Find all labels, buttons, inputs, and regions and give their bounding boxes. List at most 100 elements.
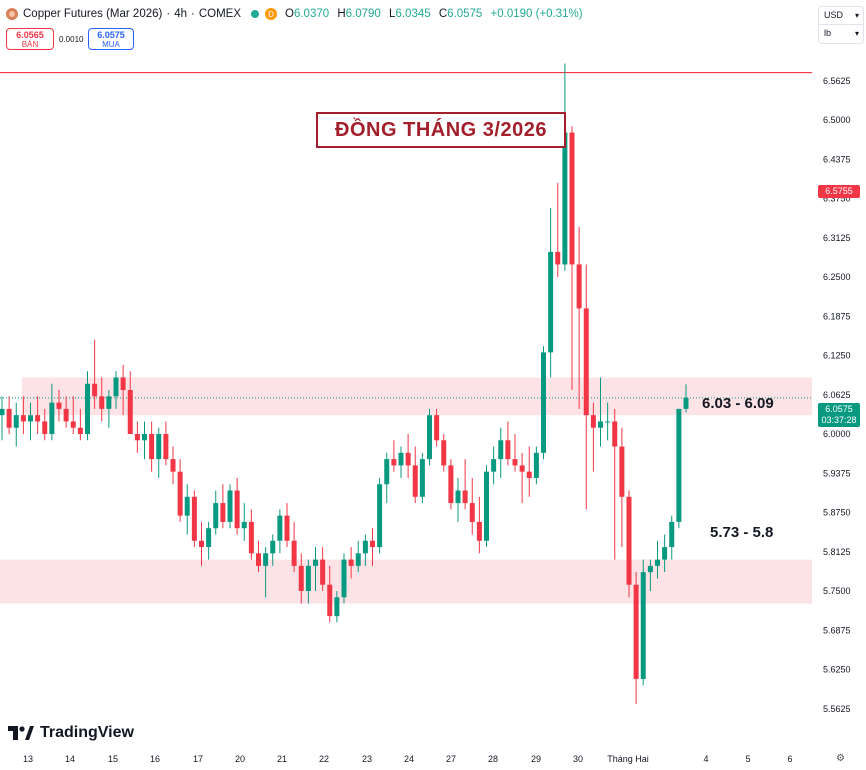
candle[interactable]: [491, 446, 497, 485]
candle[interactable]: [655, 540, 660, 579]
candle[interactable]: [156, 427, 162, 478]
candle[interactable]: [427, 408, 432, 466]
candle[interactable]: [0, 396, 5, 441]
candle[interactable]: [370, 528, 375, 566]
candle[interactable]: [49, 383, 55, 441]
candle[interactable]: [177, 459, 183, 522]
candle[interactable]: [220, 484, 226, 529]
settings-gear-icon[interactable]: ⚙: [836, 753, 845, 764]
candle[interactable]: [355, 540, 361, 573]
chart-annotation-title[interactable]: ĐỒNG THÁNG 3/2026: [316, 112, 566, 148]
candle[interactable]: [448, 459, 454, 510]
unit-select[interactable]: lb ▾: [819, 24, 863, 42]
interval-label[interactable]: 4h: [174, 8, 187, 20]
candle[interactable]: [63, 396, 69, 428]
candle[interactable]: [541, 346, 546, 460]
candle[interactable]: [77, 408, 83, 441]
candle[interactable]: [683, 384, 689, 413]
candle[interactable]: [270, 534, 276, 566]
candle[interactable]: [377, 477, 383, 554]
candle[interactable]: [284, 503, 290, 548]
candle[interactable]: [562, 63, 568, 271]
candle[interactable]: [163, 421, 169, 466]
candle[interactable]: [213, 490, 219, 535]
lower-zone-label[interactable]: 5.73 - 5.8: [710, 524, 774, 541]
candle[interactable]: [277, 509, 283, 554]
candle[interactable]: [92, 339, 98, 409]
candle[interactable]: [113, 371, 119, 409]
candle[interactable]: [263, 547, 269, 598]
candle[interactable]: [142, 421, 147, 460]
candle[interactable]: [206, 521, 212, 560]
candle[interactable]: [412, 446, 418, 504]
support-resistance-zone[interactable]: [0, 559, 812, 604]
candle[interactable]: [505, 421, 511, 466]
candle[interactable]: [348, 547, 354, 579]
candle[interactable]: [28, 402, 33, 441]
candle[interactable]: [405, 434, 411, 478]
candle[interactable]: [120, 364, 126, 416]
candle[interactable]: [20, 396, 26, 434]
candle[interactable]: [42, 408, 48, 441]
candle[interactable]: [469, 477, 475, 535]
candle[interactable]: [134, 421, 140, 453]
candle[interactable]: [555, 182, 561, 277]
candle[interactable]: [256, 540, 261, 573]
candle[interactable]: [199, 521, 204, 566]
candle[interactable]: [362, 534, 368, 566]
candle[interactable]: [391, 440, 397, 472]
currency-unit-selector[interactable]: USD ▾ lb ▾: [818, 6, 864, 44]
sell-button[interactable]: 6.0565 BÁN: [6, 28, 54, 50]
upper-zone-label[interactable]: 6.03 - 6.09: [702, 395, 774, 412]
candle[interactable]: [227, 484, 233, 529]
candle[interactable]: [434, 408, 440, 447]
candle[interactable]: [191, 490, 197, 548]
candle[interactable]: [291, 521, 297, 573]
candle[interactable]: [170, 446, 176, 485]
candle[interactable]: [70, 396, 76, 434]
candle[interactable]: [612, 408, 618, 560]
candle[interactable]: [669, 515, 675, 560]
candle[interactable]: [512, 434, 518, 472]
candle[interactable]: [626, 490, 632, 598]
candle[interactable]: [85, 371, 90, 441]
candle[interactable]: [533, 446, 539, 485]
delayed-data-badge-icon[interactable]: D: [265, 8, 277, 20]
candle[interactable]: [548, 207, 554, 378]
candle[interactable]: [334, 591, 340, 623]
candle[interactable]: [441, 434, 447, 472]
market-open-dot-icon[interactable]: [251, 10, 259, 18]
candle[interactable]: [498, 427, 504, 478]
candle[interactable]: [320, 547, 326, 591]
candle[interactable]: [583, 264, 589, 510]
candle[interactable]: [384, 452, 390, 504]
candle[interactable]: [569, 126, 575, 391]
candle[interactable]: [576, 226, 582, 409]
candle[interactable]: [419, 452, 425, 504]
candle[interactable]: [248, 509, 254, 560]
candle[interactable]: [647, 559, 653, 591]
candle[interactable]: [476, 496, 482, 554]
candle[interactable]: [455, 477, 461, 522]
candle[interactable]: [35, 396, 41, 434]
candle[interactable]: [526, 446, 532, 497]
candle[interactable]: [149, 421, 155, 472]
candle[interactable]: [662, 534, 668, 573]
candle[interactable]: [484, 465, 489, 548]
candle[interactable]: [598, 377, 603, 447]
candle[interactable]: [241, 503, 247, 541]
candle[interactable]: [234, 477, 240, 535]
currency-select[interactable]: USD ▾: [819, 7, 863, 24]
support-resistance-zone[interactable]: [22, 377, 812, 416]
candle[interactable]: [298, 553, 304, 604]
candle[interactable]: [398, 446, 404, 478]
candle[interactable]: [327, 565, 333, 623]
symbol-line[interactable]: Copper Futures (Mar 2026) · 4h · COMEX D…: [6, 8, 588, 20]
candle[interactable]: [305, 559, 311, 604]
candle[interactable]: [676, 408, 682, 529]
candle[interactable]: [127, 371, 133, 434]
candle[interactable]: [605, 402, 611, 441]
symbol-name[interactable]: Copper Futures (Mar 2026): [23, 8, 163, 20]
buy-button[interactable]: 6.0575 MUA: [88, 28, 134, 50]
